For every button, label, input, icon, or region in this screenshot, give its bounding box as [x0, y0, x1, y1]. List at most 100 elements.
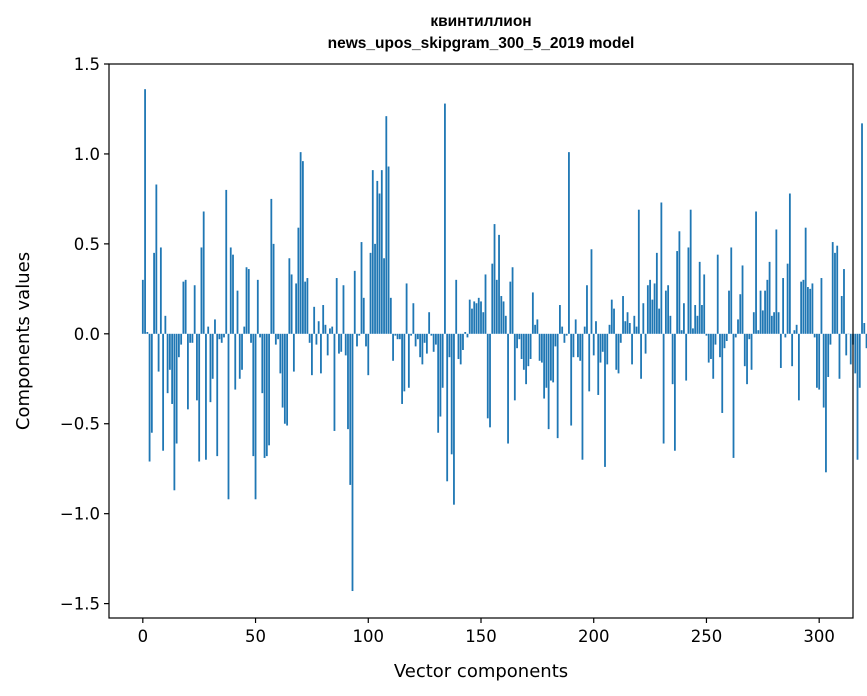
chart-title-line-2: news_upos_skipgram_300_5_2019 model — [327, 35, 635, 52]
bar — [329, 328, 331, 334]
bar — [685, 333, 688, 381]
bar — [198, 333, 201, 462]
bar — [459, 333, 462, 365]
bar — [225, 189, 228, 334]
bar — [608, 324, 611, 334]
bar — [707, 333, 710, 363]
x-axis-ticks: 0 50 100 150 200 250 300 — [138, 618, 835, 646]
bar — [493, 224, 496, 334]
bar — [193, 285, 196, 334]
bar — [689, 209, 692, 334]
bar — [471, 308, 473, 334]
bar — [516, 333, 518, 349]
bar — [529, 333, 532, 359]
bar — [286, 333, 289, 426]
bar — [473, 301, 476, 334]
bar — [171, 333, 174, 404]
bar — [728, 290, 730, 334]
bar — [683, 303, 685, 334]
y-tick-label: −0.5 — [60, 415, 100, 434]
bar — [730, 247, 733, 334]
bar — [453, 333, 455, 505]
bar — [680, 330, 683, 334]
bar — [507, 333, 509, 444]
bar — [229, 247, 232, 334]
bar — [141, 279, 144, 334]
bar — [800, 281, 803, 334]
y-tick-label: −1.5 — [60, 595, 100, 614]
bar — [565, 333, 568, 336]
bar — [813, 333, 816, 338]
bar — [504, 315, 507, 334]
bar — [547, 333, 550, 430]
bar — [439, 333, 442, 417]
bar — [809, 288, 812, 334]
bar — [205, 333, 207, 460]
bar — [635, 326, 638, 334]
bar — [356, 333, 358, 347]
bar — [655, 252, 658, 334]
bar — [696, 315, 699, 334]
bar — [466, 333, 469, 338]
bar — [858, 333, 861, 388]
bar — [836, 245, 839, 334]
bar — [182, 281, 185, 334]
bar — [283, 333, 286, 424]
bar — [543, 333, 546, 399]
bar — [394, 333, 397, 336]
bar — [804, 227, 807, 334]
x-tick-label: 200 — [578, 627, 610, 646]
bar — [825, 333, 827, 473]
bar — [845, 333, 848, 356]
bar — [642, 303, 645, 334]
bar — [464, 332, 467, 334]
bar — [489, 333, 491, 428]
bar — [500, 296, 503, 334]
bar — [739, 294, 742, 334]
bar — [761, 310, 764, 334]
bar — [480, 301, 482, 334]
bar — [719, 333, 721, 358]
bar — [270, 198, 273, 334]
bar — [651, 299, 654, 334]
bar — [297, 227, 300, 334]
bar — [574, 319, 577, 334]
bar — [653, 283, 656, 334]
bar — [705, 333, 708, 336]
bar — [633, 315, 636, 334]
bar — [559, 305, 561, 334]
bar — [288, 258, 291, 334]
bar — [290, 274, 293, 334]
bar — [581, 333, 584, 460]
bar — [223, 333, 225, 338]
bar — [527, 333, 530, 367]
bar — [712, 333, 715, 379]
bar — [252, 333, 255, 457]
bar — [301, 161, 304, 334]
bar — [155, 184, 158, 334]
bar — [423, 333, 426, 343]
bar — [644, 333, 647, 354]
bar — [531, 292, 534, 334]
bar — [669, 315, 672, 334]
bar — [421, 333, 424, 365]
bar — [525, 333, 527, 385]
bar — [807, 287, 809, 334]
bar — [797, 333, 800, 401]
bar — [770, 315, 773, 334]
bar — [484, 274, 487, 334]
bar — [698, 261, 701, 334]
bar — [601, 333, 604, 352]
bar — [534, 324, 537, 334]
bar — [741, 265, 744, 334]
bar — [243, 326, 246, 334]
bar — [522, 333, 525, 370]
bar — [757, 330, 760, 334]
x-tick-label: 300 — [803, 627, 835, 646]
x-axis-label: Vector components — [394, 661, 568, 682]
bar — [624, 321, 627, 334]
bar — [187, 333, 189, 410]
bar — [788, 193, 791, 334]
bar — [430, 333, 433, 336]
bar — [150, 333, 153, 433]
